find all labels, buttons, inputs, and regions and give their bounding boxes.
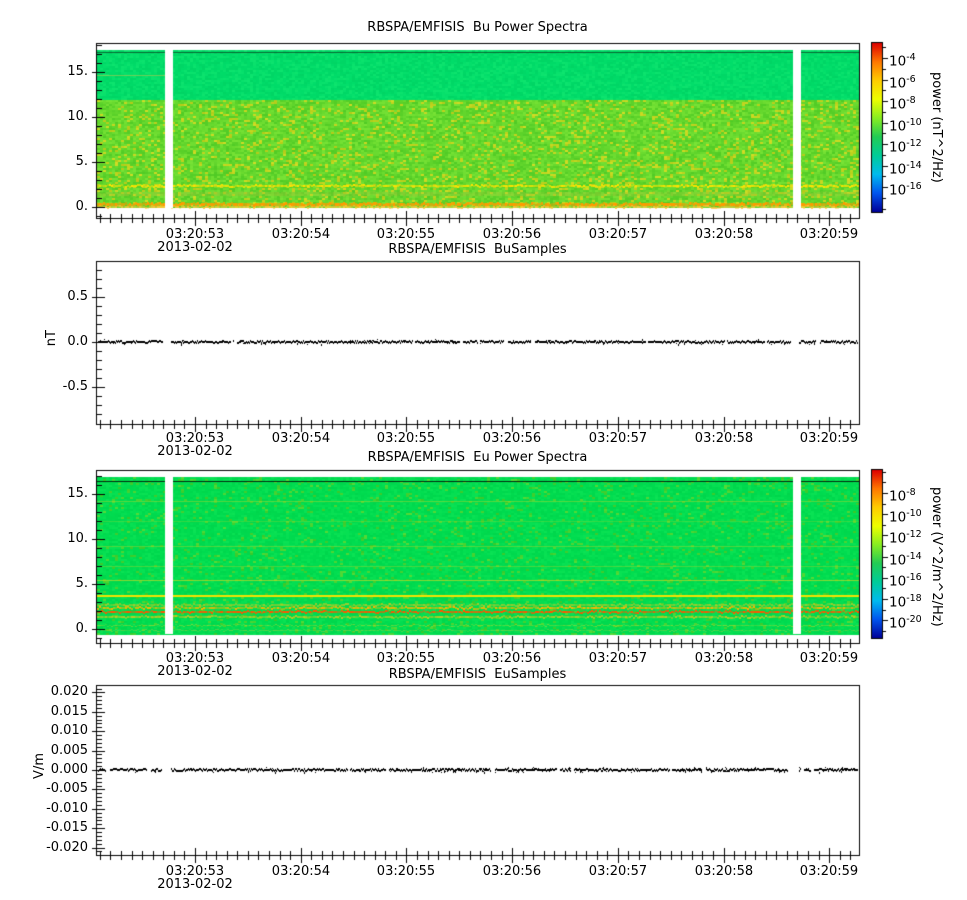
colorbar-tick-exponent: -10 — [906, 508, 922, 519]
y-tick-label: 10. — [67, 109, 88, 124]
colorbar-tick-label: 10-4 — [889, 52, 916, 70]
y-tick-label: -0.010 — [46, 801, 88, 816]
x-tick-label: 03:20:58 — [694, 431, 754, 446]
x-tick-label: 03:20:53 — [165, 431, 225, 446]
y-tick-label: -0.5 — [62, 379, 88, 394]
y-tick-label: 0.0 — [67, 334, 88, 349]
y-tick-label: 15. — [67, 64, 88, 79]
colorbar-tick-exponent: -16 — [906, 181, 922, 192]
colorbar-tick-label: 10-16 — [889, 181, 922, 199]
x-tick-label: 03:20:55 — [376, 651, 436, 666]
date-label: 2013-02-02 — [157, 240, 233, 255]
x-tick-label: 03:20:59 — [799, 431, 859, 446]
y-tick-label: -0.005 — [46, 781, 88, 796]
colorbar-tick-label: 10-14 — [889, 551, 922, 569]
bu-samples-title: RBSPA/EMFISIS BuSamples — [388, 242, 567, 257]
x-tick-label: 03:20:58 — [694, 227, 754, 242]
x-tick-label: 03:20:56 — [482, 651, 542, 666]
date-label: 2013-02-02 — [157, 444, 233, 459]
colorbar-tick-exponent: -10 — [906, 117, 922, 128]
colorbar-tick-exponent: -12 — [906, 138, 922, 149]
x-tick-label: 03:20:54 — [271, 431, 331, 446]
colorbar-tick-exponent: -18 — [906, 593, 922, 604]
x-tick-label: 03:20:53 — [165, 651, 225, 666]
eu-power-spectra-title: RBSPA/EMFISIS Eu Power Spectra — [367, 450, 588, 465]
x-tick-label: 03:20:54 — [271, 227, 331, 242]
colorbar-tick-exponent: -20 — [906, 614, 922, 625]
bu-colorbar-title: power (nT^2/Hz) — [929, 72, 944, 183]
colorbar-tick-exponent: -8 — [906, 487, 916, 498]
x-tick-label: 03:20:54 — [271, 651, 331, 666]
colorbar-tick-label: 10-14 — [889, 160, 922, 178]
x-tick-label: 03:20:55 — [376, 864, 436, 879]
y-tick-label: 0.010 — [50, 723, 88, 738]
eu-samples-title: RBSPA/EMFISIS EuSamples — [388, 667, 567, 682]
x-tick-label: 03:20:59 — [799, 864, 859, 879]
x-tick-label: 03:20:58 — [694, 864, 754, 879]
x-tick-label: 03:20:55 — [376, 227, 436, 242]
colorbar-tick-exponent: -6 — [906, 74, 916, 85]
y-tick-label: 0.020 — [50, 684, 88, 699]
x-tick-label: 03:20:56 — [482, 227, 542, 242]
y-tick-label: 0. — [75, 199, 88, 214]
x-tick-label: 03:20:55 — [376, 431, 436, 446]
date-label: 2013-02-02 — [157, 664, 233, 679]
y-tick-label: 0.005 — [50, 743, 88, 758]
colorbar-tick-exponent: -14 — [906, 160, 922, 171]
colorbar-tick-label: 10-20 — [889, 614, 922, 632]
x-tick-label: 03:20:54 — [271, 864, 331, 879]
colorbar-tick-label: 10-10 — [889, 117, 922, 135]
colorbar-tick-exponent: -8 — [906, 95, 916, 106]
eu-colorbar-title: power (V^2/m^2/Hz) — [929, 487, 944, 627]
y-tick-label: 10. — [67, 531, 88, 546]
y-tick-label: 5. — [75, 576, 88, 591]
colorbar-tick-label: 10-10 — [889, 508, 922, 526]
x-tick-label: 03:20:53 — [165, 864, 225, 879]
colorbar-tick-label: 10-18 — [889, 593, 922, 611]
x-tick-label: 03:20:57 — [588, 864, 648, 879]
colorbar-tick-exponent: -16 — [906, 572, 922, 583]
y-tick-label: 0.015 — [50, 704, 88, 719]
x-tick-label: 03:20:56 — [482, 864, 542, 879]
date-label: 2013-02-02 — [157, 877, 233, 892]
y-tick-label: 0. — [75, 621, 88, 636]
colorbar-tick-label: 10-6 — [889, 74, 916, 92]
y-tick-label: -0.020 — [46, 840, 88, 855]
colorbar-tick-exponent: -4 — [906, 52, 916, 63]
x-tick-label: 03:20:53 — [165, 227, 225, 242]
x-tick-label: 03:20:59 — [799, 227, 859, 242]
x-tick-label: 03:20:59 — [799, 651, 859, 666]
colorbar-tick-label: 10-8 — [889, 95, 916, 113]
x-tick-label: 03:20:57 — [588, 431, 648, 446]
colorbar-tick-label: 10-12 — [889, 529, 922, 547]
colorbar-tick-label: 10-12 — [889, 138, 922, 156]
colorbar-tick-exponent: -14 — [906, 551, 922, 562]
x-tick-label: 03:20:58 — [694, 651, 754, 666]
y-tick-label: 0.000 — [50, 762, 88, 777]
colorbar-tick-label: 10-8 — [889, 487, 916, 505]
colorbar-tick-label: 10-16 — [889, 572, 922, 590]
y-tick-label: 0.5 — [67, 289, 88, 304]
colorbar-tick-exponent: -12 — [906, 529, 922, 540]
bu-power-spectra-title: RBSPA/EMFISIS Bu Power Spectra — [367, 20, 588, 35]
y-tick-label: 5. — [75, 154, 88, 169]
x-tick-label: 03:20:57 — [588, 651, 648, 666]
x-tick-label: 03:20:57 — [588, 227, 648, 242]
y-tick-label: -0.015 — [46, 820, 88, 835]
y-tick-label: 15. — [67, 486, 88, 501]
x-tick-label: 03:20:56 — [482, 431, 542, 446]
